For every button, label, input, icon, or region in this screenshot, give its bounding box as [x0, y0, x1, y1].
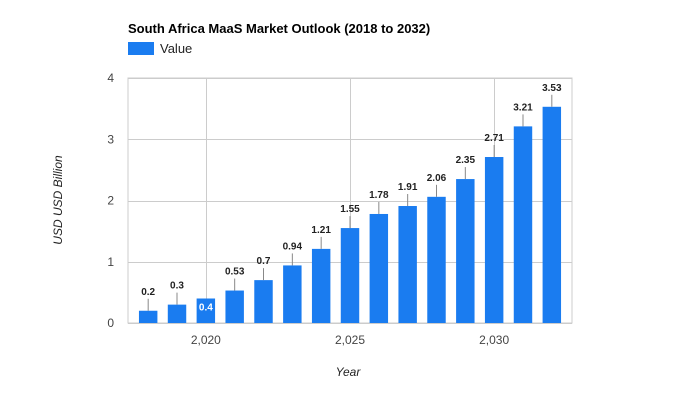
x-tick-label: 2,030: [479, 333, 509, 347]
data-label: 0.53: [225, 267, 245, 278]
data-labels: 0.2 0.3 0.4 0.53 0.7 0.94 1.21 1.55 1.78 1.91 2.06…: [141, 83, 562, 314]
y-tick-label: 3: [107, 132, 114, 146]
bar: [542, 106, 562, 323]
data-label: 2.06: [427, 173, 447, 184]
data-label: 2.35: [456, 155, 476, 166]
data-label: 1.78: [369, 190, 389, 201]
bar: [369, 213, 389, 323]
data-label: 0.3: [170, 281, 184, 292]
x-axis-title: Year: [336, 365, 362, 379]
y-tick-label: 1: [107, 255, 114, 269]
x-tick-label: 2,020: [191, 333, 221, 347]
bar: [427, 196, 446, 323]
bar: [225, 290, 244, 323]
bar: [311, 248, 331, 323]
legend-label: Value: [160, 41, 192, 56]
bar: [484, 157, 504, 323]
y-axis-ticks: 0 1 2 3 4: [107, 71, 114, 330]
data-label: 0.4: [199, 303, 213, 314]
data-label: 0.2: [141, 287, 155, 298]
y-tick-label: 0: [107, 316, 114, 330]
bar: [398, 206, 417, 323]
bar: [513, 126, 533, 323]
bar: [254, 280, 273, 323]
data-label: 3.21: [513, 102, 533, 113]
y-tick-label: 2: [107, 194, 114, 208]
bars: [138, 106, 562, 323]
data-label: 0.94: [283, 241, 303, 252]
bar: [283, 265, 302, 323]
data-label: 2.71: [484, 133, 504, 144]
legend: Value: [128, 41, 192, 56]
data-label: 1.55: [340, 204, 360, 215]
x-axis-ticks: 2,020 2,025 2,030: [191, 333, 510, 347]
chart-title: South Africa MaaS Market Outlook (2018 t…: [128, 21, 430, 36]
data-label: 0.7: [257, 256, 271, 267]
data-label: 1.91: [398, 182, 418, 193]
data-label: 1.21: [311, 225, 331, 236]
bar: [167, 304, 187, 323]
data-label: 3.53: [542, 83, 562, 94]
bar: [340, 228, 360, 323]
bar: [196, 298, 216, 323]
y-axis-title: USD USD Billion: [51, 155, 65, 245]
bar: [456, 179, 475, 323]
x-tick-label: 2,025: [335, 333, 365, 347]
y-tick-label: 4: [107, 71, 114, 85]
bar: [138, 310, 158, 323]
legend-swatch: [128, 42, 154, 55]
